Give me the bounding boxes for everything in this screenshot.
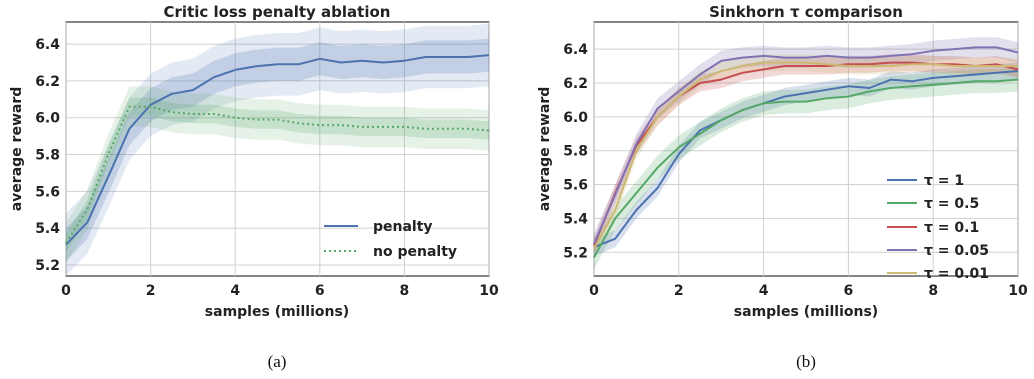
series-lines-b [593,46,1019,258]
legend-b: τ = 1 τ = 0.5 τ = 0.1 τ = 0.05 τ = 0.01 [887,173,989,282]
y-axis-label-b: average reward [537,87,553,212]
y-tick-label: 6.2 [563,76,588,92]
y-ticks-a: 5.2 5.4 5.6 5.8 6.0 6.2 6.4 [35,37,60,274]
x-tick-label: 0 [61,283,71,299]
x-ticks-b: 0 2 4 6 8 10 [589,283,1028,299]
legend-label-tau-0.01: τ = 0.01 [924,266,989,282]
series-line--0.5 [593,78,1019,258]
series-line--0.01 [593,61,1018,250]
x-axis-label-b: samples (millions) [734,304,878,320]
x-tick-label: 8 [400,283,410,299]
chart-title-b: Sinkhorn τ comparison [709,3,903,21]
y-tick-label: 6.4 [563,42,588,58]
series-line--1 [593,70,1019,249]
grid-a [65,22,490,276]
x-axis-label-a: samples (millions) [205,304,349,320]
y-tick-label: 5.6 [563,178,588,194]
y-tick-label: 5.2 [35,258,60,274]
band-outer-no-penalty [66,86,489,264]
legend-label-no-penalty: no penalty [373,244,457,260]
x-tick-label: 2 [146,283,156,299]
y-tick-label: 6.0 [35,111,60,127]
caption-b: (b) [796,352,816,371]
y-tick-label: 6.2 [35,74,60,90]
y-tick-label: 5.8 [35,148,60,164]
x-tick-label: 6 [844,283,854,299]
x-tick-label: 6 [315,283,325,299]
y-tick-label: 5.6 [35,184,60,200]
x-tick-label: 10 [479,283,499,299]
y-tick-label: 6.0 [563,110,588,126]
legend-label-tau-0.05: τ = 0.05 [924,243,989,259]
chart-panel-b: Sinkhorn τ comparison 0 2 4 6 8 10 5.25.45.65… [537,3,1028,371]
series-lines-a [65,54,490,246]
band--0.5 [594,67,1018,270]
y-axis-label-a: average reward [9,87,25,212]
x-tick-label: 0 [589,283,599,299]
band-outer-penalty [66,23,489,276]
series-line-penalty [65,54,490,246]
y-tick-label: 6.4 [35,37,60,53]
chart-title-a: Critic loss penalty ablation [164,3,391,21]
x-ticks-a: 0 2 4 6 8 10 [61,283,499,299]
x-tick-label: 4 [759,283,769,299]
x-tick-label: 4 [230,283,240,299]
y-ticks-b: 5.2 5.4 5.6 5.8 6.0 6.2 6.4 [563,42,588,261]
legend-label-penalty: penalty [373,219,433,235]
legend-label-tau-0.5: τ = 0.5 [924,196,979,212]
legend-a: penalty no penalty [324,219,457,260]
x-tick-label: 2 [674,283,684,299]
caption-a: (a) [268,352,287,371]
y-tick-label: 5.4 [35,221,60,237]
band-no-penalty [66,97,489,253]
y-tick-label: 5.8 [563,144,588,160]
series-line-no-penalty [65,105,490,244]
series-line--0.05 [593,46,1019,245]
x-tick-label: 8 [928,283,938,299]
y-tick-label: 5.2 [563,245,588,261]
legend-label-tau-0.1: τ = 0.1 [924,220,979,236]
legend-label-tau-1: τ = 1 [924,173,964,189]
y-tick-label: 5.4 [563,211,588,227]
chart-panel-a: Critic loss penalty ablation 0 2 4 6 8 10 5.2… [9,3,499,371]
x-tick-label: 10 [1008,283,1028,299]
